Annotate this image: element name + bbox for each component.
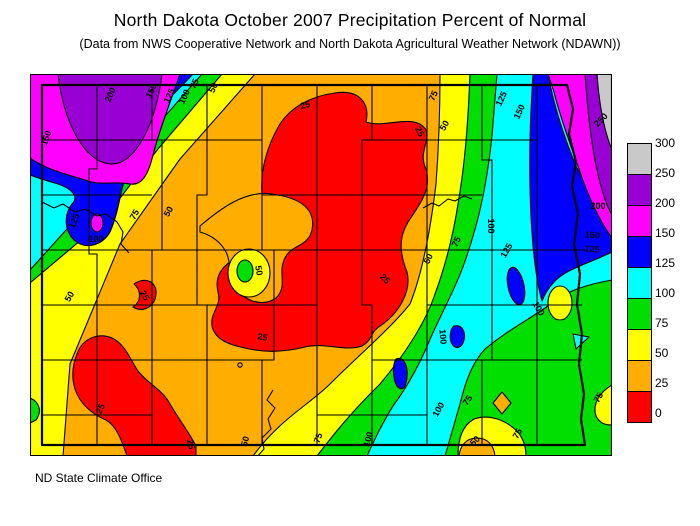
yellow-ellipse-southeast <box>547 285 573 321</box>
legend-cell-cyan <box>628 268 651 299</box>
legend-tick-label: 250 <box>655 166 676 180</box>
magenta-dot-in-blue-tongue <box>90 213 104 233</box>
contour-label-25: 25 <box>413 125 426 138</box>
orange-diamond-southeast <box>492 391 512 415</box>
contour-label-125: 125 <box>584 243 600 254</box>
river-jagged-central <box>422 195 473 209</box>
contour-label-75: 75 <box>188 77 201 90</box>
legend-cell-magenta <box>628 206 651 237</box>
contour-label-150: 150 <box>39 129 54 147</box>
orange-bay-in-red <box>199 192 314 303</box>
legend-color-scale <box>627 143 652 423</box>
legend-tick-label: 0 <box>655 406 662 420</box>
legend-tick-label: 200 <box>655 196 676 210</box>
region-red-southwest <box>72 335 197 456</box>
bullseye-green-core <box>236 259 254 283</box>
contour-label-50: 50 <box>63 290 77 304</box>
red-crescent <box>132 279 157 310</box>
contour-label-25: 25 <box>138 289 152 303</box>
contour-label-50: 50 <box>162 205 176 219</box>
page-subtitle: (Data from NWS Cooperative Network and N… <box>79 37 621 51</box>
legend-cell-red <box>628 392 651 422</box>
legend-cell-purple <box>628 175 651 206</box>
contour-label-75: 75 <box>128 208 142 222</box>
blue-blob-south <box>392 357 408 390</box>
contour-label-75: 75 <box>511 427 525 441</box>
legend-cell-orange <box>628 361 651 392</box>
page-title: North Dakota October 2007 Precipitation … <box>113 10 587 30</box>
county-lines <box>41 85 585 456</box>
legend-cell-blue <box>628 237 651 268</box>
legend-tick-label: 150 <box>655 226 676 240</box>
green-sliver-west-edge <box>30 397 40 424</box>
contour-field <box>30 74 612 456</box>
contour-label-125: 125 <box>67 212 82 230</box>
legend-cell-gray <box>628 144 651 175</box>
contour-label-50: 50 <box>207 81 220 94</box>
legend-tick-label: 300 <box>655 136 676 150</box>
legend-tick-label: 50 <box>655 346 669 360</box>
contour-label-25: 25 <box>257 331 269 343</box>
contour-label-25: 25 <box>94 402 107 415</box>
state-border <box>40 83 587 447</box>
yellow-patch-right-edge <box>594 384 612 426</box>
contour-label-100: 100 <box>88 234 103 244</box>
legend-tick-label: 125 <box>655 256 676 270</box>
contour-label-50: 50 <box>253 265 265 277</box>
legend-cell-green <box>628 299 651 330</box>
blue-blob-middle <box>449 325 466 349</box>
contour-label-50: 50 <box>239 435 251 447</box>
contour-label-50: 50 <box>422 252 435 265</box>
contour-label-100: 100 <box>361 431 375 448</box>
contour-label-25: 25 <box>185 438 197 450</box>
contour-label-75: 75 <box>450 235 463 248</box>
contour-label-75: 75 <box>312 432 325 445</box>
river-jagged-west <box>41 201 130 254</box>
contour-label-75: 75 <box>461 393 475 407</box>
contour-label-100: 100 <box>486 218 496 233</box>
contour-label-75: 75 <box>592 391 606 405</box>
legend-tick-label: 100 <box>655 286 676 300</box>
contour-label-100: 100 <box>437 329 448 345</box>
band-nw-purple-blob <box>57 74 163 165</box>
contour-label-200: 200 <box>590 201 605 211</box>
footer-credit: ND State Climate Office <box>35 471 163 485</box>
contour-label-50: 50 <box>438 119 452 133</box>
contour-label-150: 150 <box>584 229 600 240</box>
tiny-contour-dot <box>237 362 243 368</box>
precipitation-contour-map: 200 150 125 100 75 50 150 125 100 75 50 50 25 25 50 25 2… <box>30 74 612 456</box>
legend-tick-labels: 300 250 200 150 125 100 75 50 25 0 <box>655 136 695 420</box>
legend-cell-yellow <box>628 330 651 361</box>
contour-label-75: 75 <box>427 89 440 102</box>
legend-tick-label: 25 <box>655 376 669 390</box>
legend-tick-label: 75 <box>655 316 669 330</box>
orange-semicircle-bottom <box>458 437 496 456</box>
contour-label-25: 25 <box>299 99 311 111</box>
plot-frame <box>30 74 612 456</box>
